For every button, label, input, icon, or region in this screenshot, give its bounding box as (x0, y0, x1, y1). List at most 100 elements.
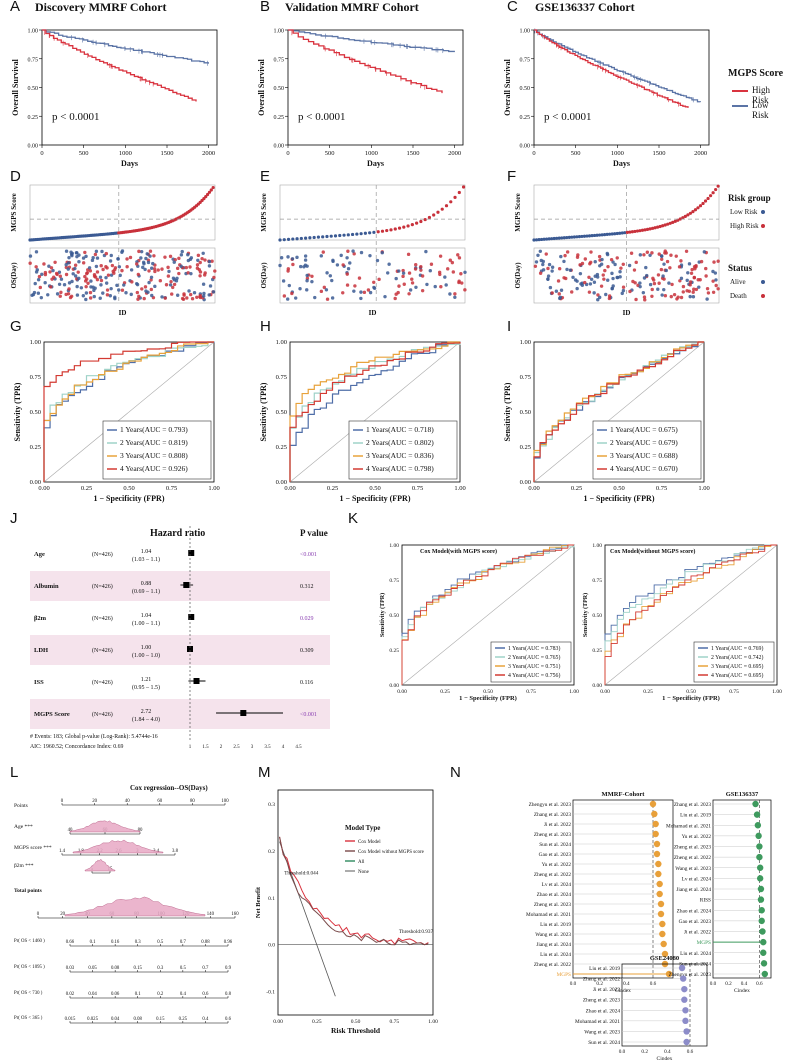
nomo-mgps-density (72, 839, 164, 854)
panel-label-N: N (450, 764, 461, 781)
forest-row-n: (N=426) (92, 711, 113, 718)
risk-d-os-point (149, 266, 154, 270)
risk-group-high-dot (761, 224, 765, 228)
risk-d-os-point (104, 251, 109, 256)
cindex-gse136337-dot (760, 949, 767, 956)
risk-d-os-point (156, 268, 160, 272)
dca-xtick-label: 1.00 (428, 1019, 438, 1025)
risk-f-score-point (582, 234, 587, 238)
risk-f-os-point (694, 287, 699, 292)
risk-d-os-point (113, 296, 117, 301)
risk-f-os-point (597, 254, 602, 259)
risk-e-os-point (372, 286, 377, 290)
risk-d-os-point (120, 288, 125, 292)
risk-f-score-point (562, 236, 566, 240)
risk-e-os-point (279, 256, 284, 260)
risk-f-score-point (701, 201, 705, 206)
forest-tick-label: 2.5 (233, 745, 240, 750)
dca-ylabel: Net Benefit (255, 886, 262, 918)
risk-e-score-point (338, 233, 342, 238)
risk-e-os-point (406, 252, 411, 257)
roc-g-xtick-label: 0.50 (123, 485, 134, 492)
risk-d-os-point (68, 295, 73, 300)
risk-f-score-point (645, 227, 650, 231)
panel-label-H: H (260, 318, 271, 335)
cindex-gse136337-label: Zheng et al. 2022 (674, 855, 711, 861)
nomo-mgps-tick-label: 3.8 (172, 849, 179, 854)
risk-e-os-point (372, 280, 376, 284)
roc-k2-curve-4 (604, 544, 777, 685)
roc-h-legend-label: 2 Years(AUC = 0.802) (366, 438, 434, 447)
roc-k2-legend-label: 4 Years(AUC = 0.695) (711, 672, 763, 679)
cindex-gse136337-label: Ji et al. 2022 (684, 930, 711, 936)
risk-d-os-point (186, 271, 190, 275)
roc-k1-ylabel: Sensitivity (TPR) (379, 593, 386, 637)
roc-k1-legend-label: 4 Years(AUC = 0.756) (508, 672, 560, 679)
risk-f-os-point (619, 266, 623, 270)
risk-f-score-point (575, 235, 579, 239)
risk-f-score-point (648, 227, 652, 231)
risk-f-os-point (711, 290, 716, 294)
risk-d-os-point (167, 269, 171, 274)
risk-f-os-point (592, 291, 596, 295)
risk-e-score-point (304, 236, 308, 240)
roc-g-legend-label: 1 Years(AUC = 0.793) (120, 425, 188, 434)
risk-d-os-point (163, 255, 167, 259)
risk-f-os-point (538, 249, 543, 253)
roc-k1-curve-4 (401, 544, 574, 685)
risk-e-os-point (463, 270, 467, 275)
nomo-total-tick-label: 160 (231, 912, 239, 917)
nomo-prob-1-tick-label: 0.3 (157, 966, 164, 971)
forest-row-hr: 1.00 (141, 645, 152, 651)
cindex-mmrf-label: Yu et al. 2022 (542, 862, 572, 868)
risk-d-os-point (101, 267, 105, 272)
risk-e-os-point (351, 249, 355, 253)
km-legend-low: Low Risk (752, 100, 769, 120)
risk-d-os-point (177, 256, 181, 261)
risk-e-os-point (453, 295, 457, 299)
roc-k1-legend-label: 3 Years(AUC = 0.751) (508, 663, 560, 670)
roc-h-xtick-label: 1.00 (454, 485, 465, 492)
risk-f-os-point (678, 279, 682, 283)
roc-i-legend-box (592, 420, 702, 480)
forest-row-p: 0.312 (300, 584, 314, 590)
roc-g-xlabel: 1 − Specificity (FPR) (94, 494, 165, 503)
panel-label-F: F (507, 168, 517, 185)
km-b-frame (287, 29, 464, 146)
risk-e-os-point (305, 264, 309, 268)
roc-i-ytick-label: 0.50 (520, 409, 531, 416)
risk-d-os-point (144, 289, 148, 293)
risk-f-score-point (698, 204, 703, 208)
roc-h-xtick-label: 0.25 (327, 485, 338, 492)
risk-d-score-point (207, 190, 212, 194)
cindex-gse136337-label: MGPS (697, 940, 711, 946)
risk-f-os-point (621, 285, 626, 289)
risk-f-os-point (633, 281, 637, 285)
roc-h-ytick-label: 1.00 (276, 339, 287, 346)
risk-e-score-point (402, 225, 406, 229)
roc-i-diagonal (533, 341, 705, 483)
risk-f-os-point (563, 253, 567, 258)
risk-d-os-point (66, 261, 71, 265)
risk-f-os-point (603, 268, 607, 273)
risk-e-os-frame (279, 247, 466, 304)
nomo-prob-1-tick-label: 0.7 (202, 966, 209, 971)
risk-f-os-point (664, 268, 668, 273)
risk-f-score-point (693, 208, 698, 212)
roc-k1-xtick-label: 0.75 (526, 689, 536, 695)
roc-k1-xlabel: 1 − Specificity (FPR) (459, 695, 517, 702)
km-c-xtick-label: 1000 (611, 150, 624, 157)
risk-f-os-point (538, 271, 543, 275)
title-gse136337: GSE136337 Cohort (535, 0, 635, 14)
risk-f-score-point (706, 196, 710, 201)
risk-d-os-point (122, 283, 126, 287)
risk-f-score-point (552, 236, 556, 241)
forest-tick-label: 2 (220, 745, 223, 750)
cindex-mmrf-dot (656, 890, 663, 898)
risk-e-os-point (451, 270, 456, 274)
risk-d-os-point (164, 283, 169, 287)
cindex-mmrf-xtick-label: 0.2 (596, 981, 603, 987)
nomo-mgps-tick-label: 1.4 (59, 849, 66, 854)
risk-d-os-point (149, 287, 154, 292)
risk-d-os-point (92, 294, 96, 299)
